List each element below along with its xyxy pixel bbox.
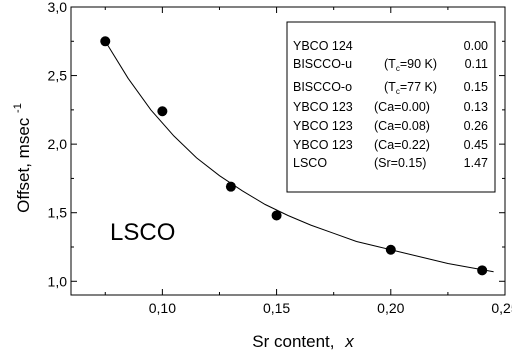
y-tick-label: 1,5 (48, 205, 68, 221)
legend-param-sub: c (396, 64, 400, 73)
legend-name: LSCO (293, 156, 327, 170)
plot-area (70, 6, 506, 296)
legend-param: (Tc=77 K) (384, 80, 437, 96)
legend-value: 0.26 (464, 119, 488, 133)
x-tick-label: 0,10 (149, 300, 176, 316)
legend-name: BISCCO-u (293, 57, 352, 71)
legend-value: 1.47 (464, 156, 488, 170)
legend-name: YBCO 123 (293, 138, 353, 152)
y-axis-title: Offset, msec -1 (12, 103, 33, 213)
legend-value: 0.11 (465, 57, 488, 71)
legend-param-rest: =77 K) (400, 80, 437, 94)
legend-name: BISCCO-o (293, 80, 352, 94)
legend-param-prefix: (T (384, 80, 396, 94)
data-point (157, 106, 168, 117)
y-tick-label: 1,0 (48, 273, 68, 289)
data-point (477, 265, 488, 276)
legend-param: (Ca=0.22) (374, 138, 430, 152)
legend-param: (Ca=0.00) (374, 100, 430, 114)
y-axis-label: Offset, msec (14, 117, 33, 213)
data-point (271, 210, 282, 221)
lsco-annotation: LSCO (110, 219, 175, 246)
legend-param-prefix: (T (384, 57, 396, 71)
legend-value: 0.13 (464, 100, 488, 114)
x-tick-label: 0,25 (491, 300, 512, 316)
x-axis-variable: x (344, 332, 354, 351)
legend-value: 0.15 (464, 80, 488, 94)
x-tick-label: 0,20 (377, 300, 404, 316)
legend-value: 0.45 (464, 138, 488, 152)
legend-value: 0.00 (464, 39, 488, 53)
legend-name: YBCO 124 (293, 39, 353, 53)
legend-param: (Tc=90 K) (384, 57, 437, 73)
y-tick-label: 2,0 (48, 136, 68, 152)
y-tick-label: 2,5 (48, 68, 68, 84)
legend-param-rest: =90 K) (400, 57, 437, 71)
y-tick-label: 3,0 (48, 0, 68, 15)
legend-param: (Ca=0.08) (374, 119, 430, 133)
x-axis-title: Sr content, x (252, 332, 354, 351)
data-point (100, 36, 111, 47)
x-axis-label: Sr content, (252, 332, 334, 351)
legend-param: (Sr=0.15) (374, 156, 426, 170)
legend-box (286, 21, 496, 193)
legend-name: YBCO 123 (293, 119, 353, 133)
data-point (385, 244, 396, 255)
y-axis-superscript: -1 (12, 103, 24, 113)
data-point (225, 181, 236, 192)
x-tick-label: 0,15 (263, 300, 290, 316)
fit-curve (104, 41, 494, 273)
legend-name: YBCO 123 (293, 100, 353, 114)
legend-param-sub: c (396, 87, 400, 96)
